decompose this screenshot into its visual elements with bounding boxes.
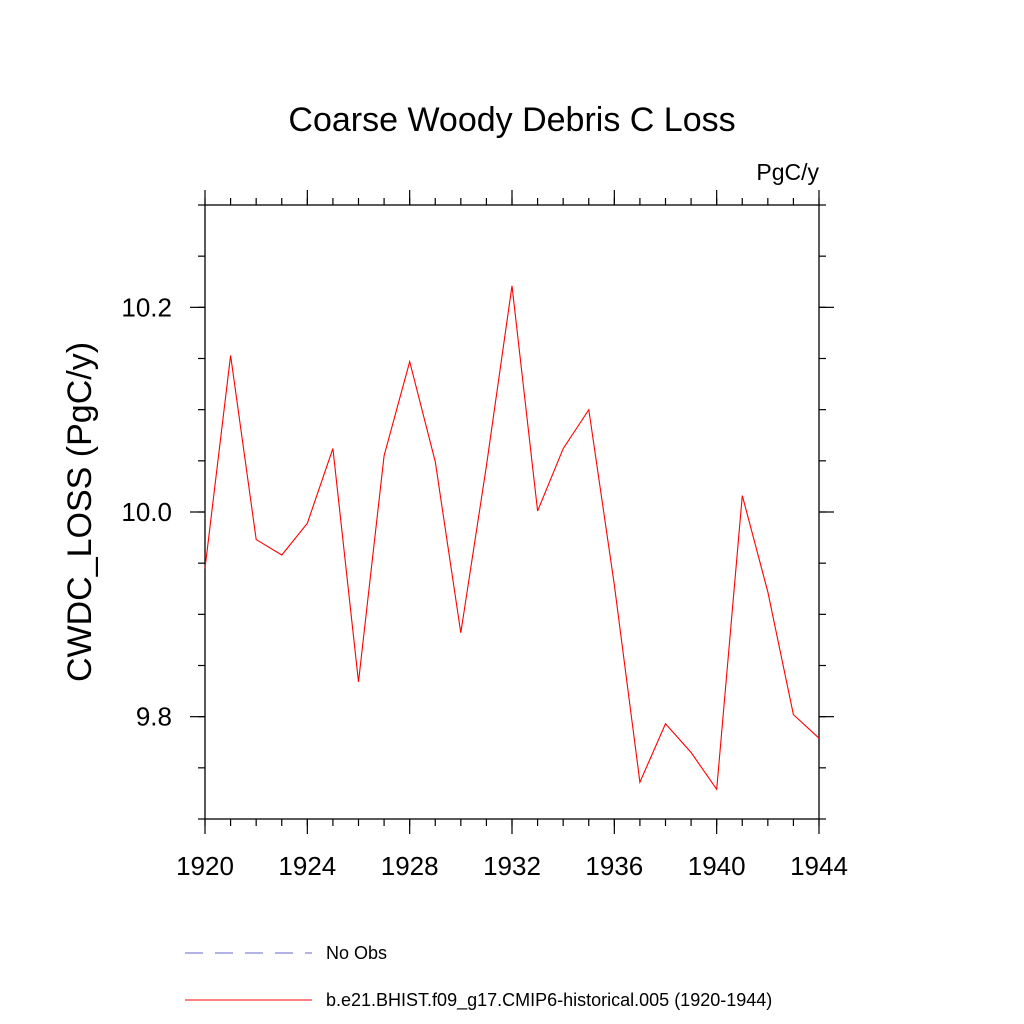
legend-label: b.e21.BHIST.f09_g17.CMIP6-historical.005… xyxy=(326,990,772,1011)
x-tick-label: 1924 xyxy=(278,851,336,881)
axis-ticks: 1920 1924 1928 1932 1936 1940 1944 9.8 10.0 10.2 xyxy=(121,190,848,881)
x-tick-label: 1944 xyxy=(790,851,848,881)
plot-frame xyxy=(204,204,820,820)
series-line xyxy=(204,285,820,791)
y-tick-label: 9.8 xyxy=(136,702,172,732)
y-tick-label: 10.2 xyxy=(121,292,172,322)
x-tick-label: 1928 xyxy=(381,851,439,881)
x-tick-label: 1936 xyxy=(585,851,643,881)
y-axis-label: CWDC_LOSS (PgC/y) xyxy=(61,342,99,682)
units-label: PgC/y xyxy=(756,159,819,185)
y-tick-label: 10.0 xyxy=(121,497,172,527)
chart-title: Coarse Woody Debris C Loss xyxy=(288,101,735,139)
x-tick-label: 1940 xyxy=(688,851,746,881)
series-group xyxy=(204,285,820,791)
x-tick-label: 1932 xyxy=(483,851,541,881)
x-tick-label: 1920 xyxy=(176,851,234,881)
legend-label: No Obs xyxy=(326,943,387,963)
legend: No Obs b.e21.BHIST.f09_g17.CMIP6-historic… xyxy=(185,943,772,1011)
